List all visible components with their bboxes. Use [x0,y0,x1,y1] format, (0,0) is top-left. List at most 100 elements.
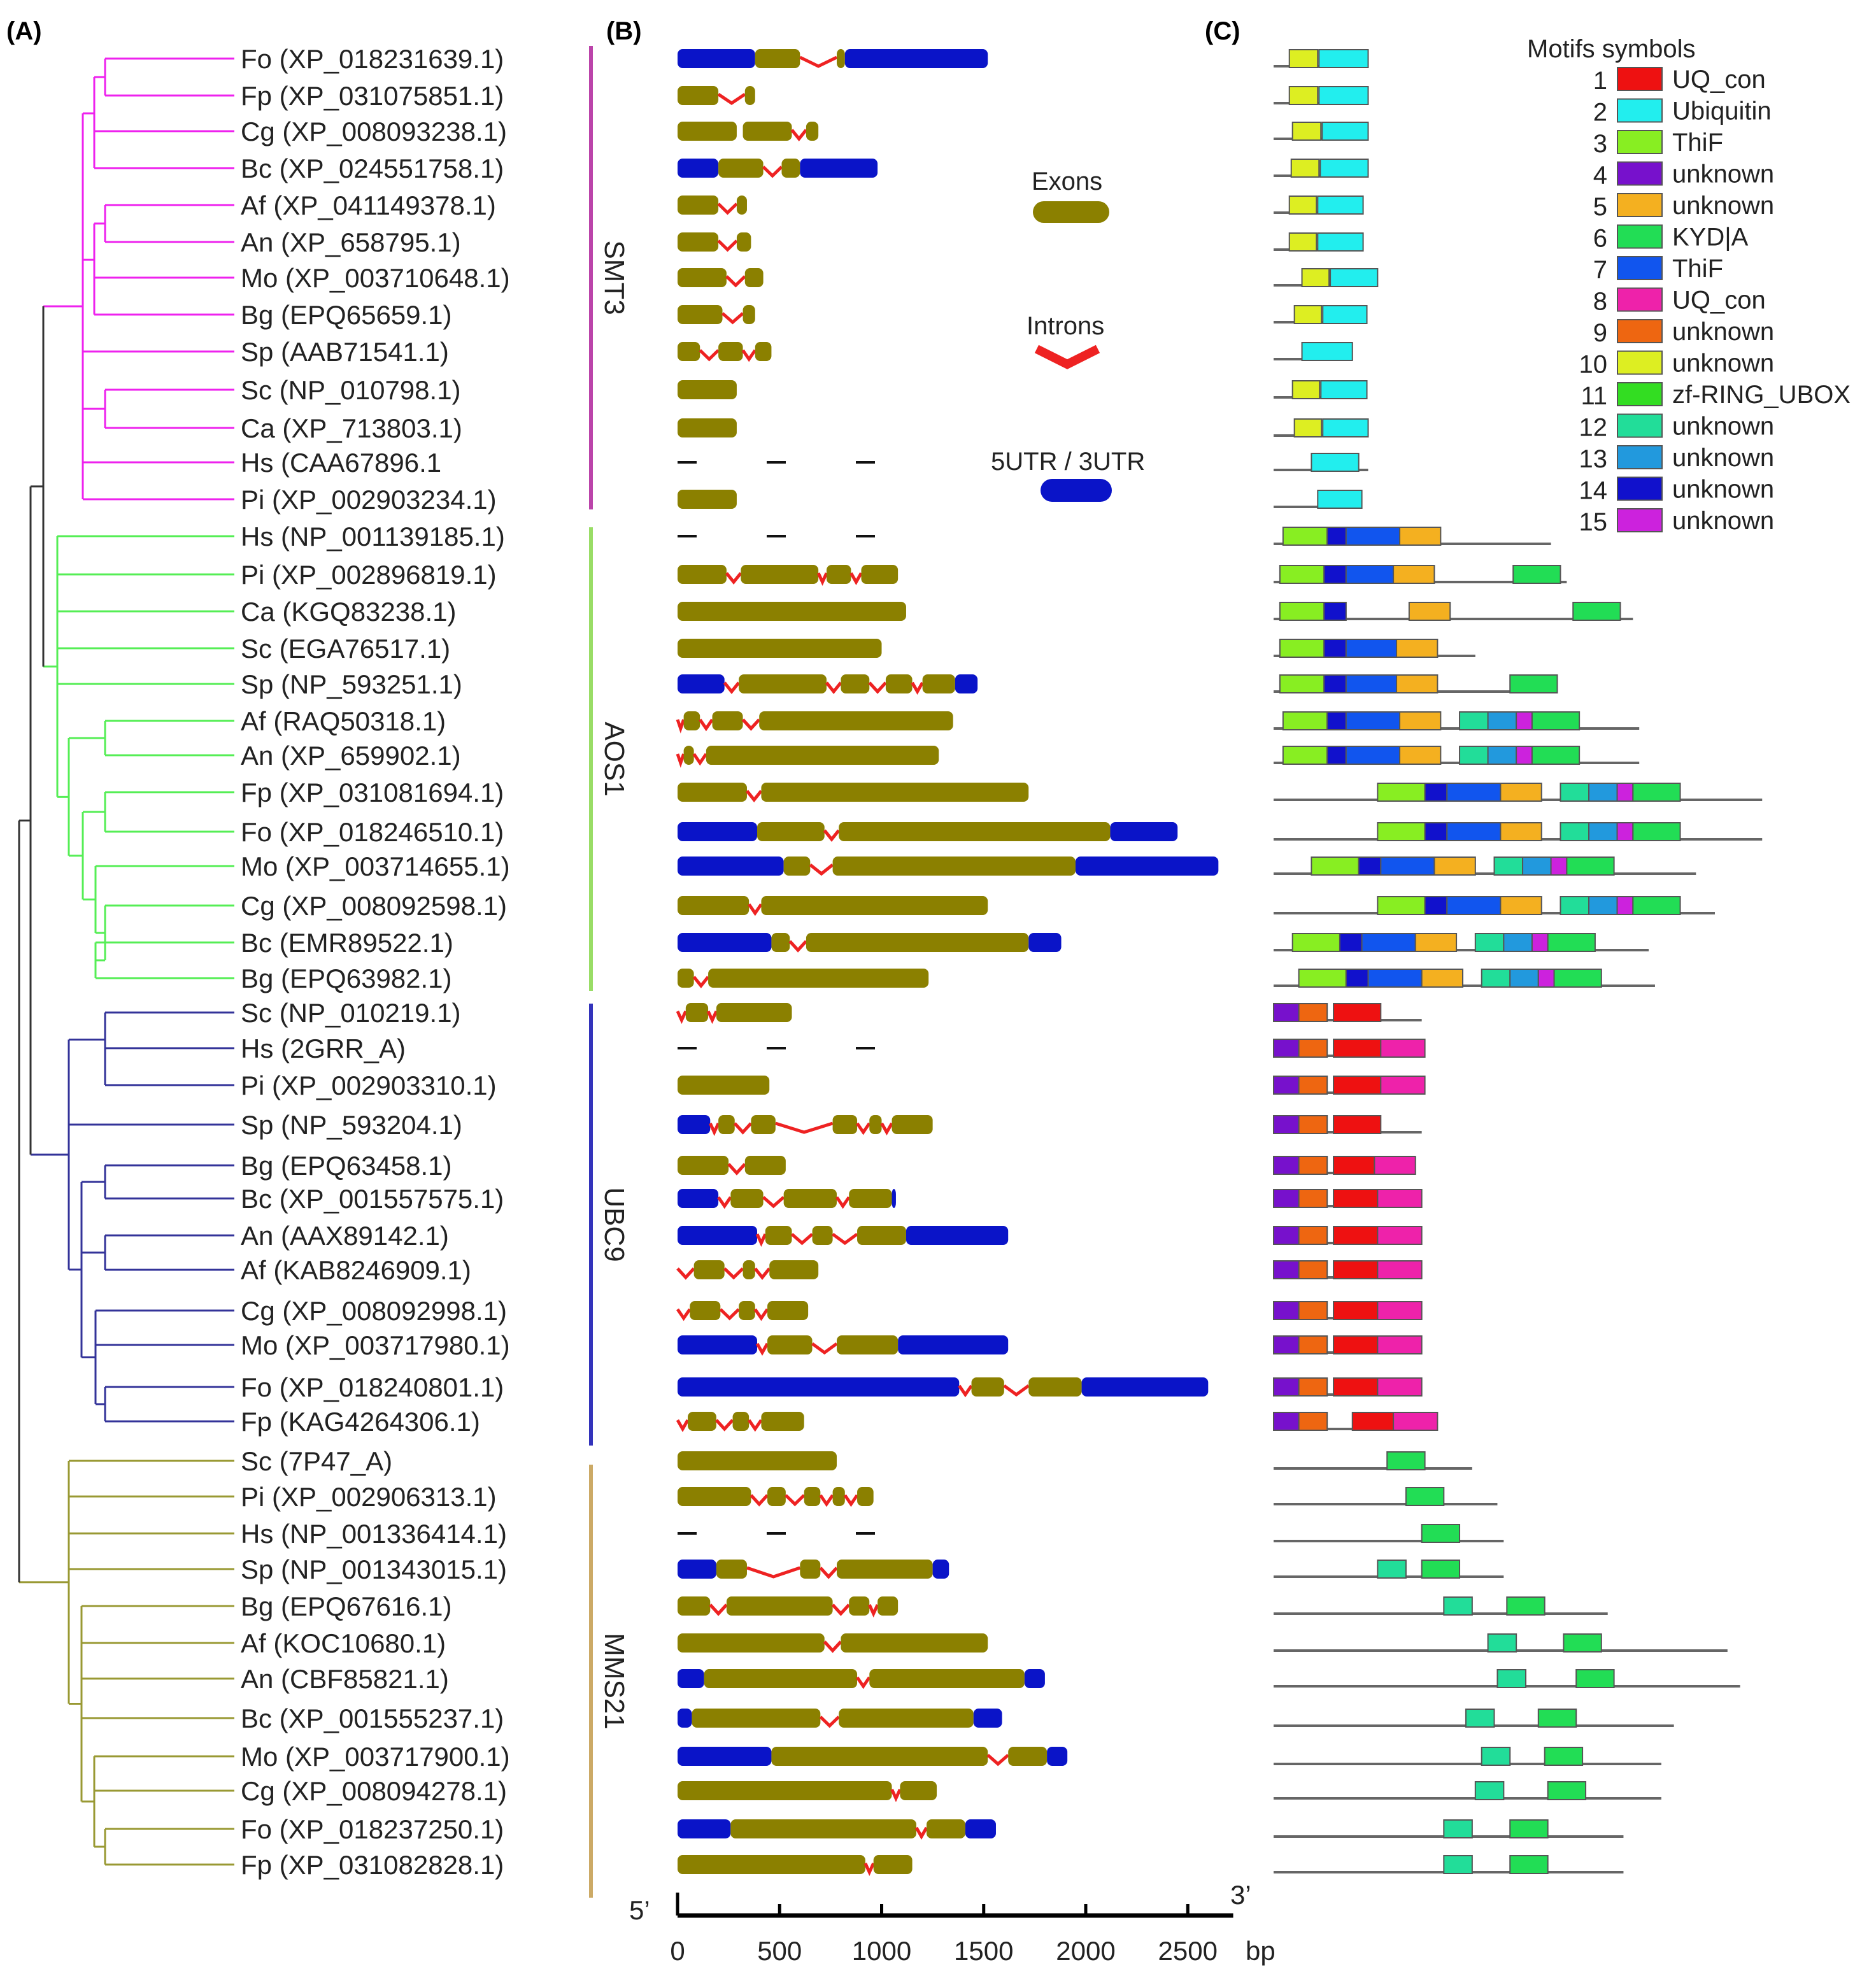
exon-segment [678,490,737,509]
gene-structure-row [678,565,899,586]
motif-7-box [1345,711,1401,730]
utr-segment [678,159,719,178]
intron-segment [676,1419,690,1433]
motif-legend-name: unknown [1672,192,1774,220]
three-prime-label: 3’ [1230,1880,1251,1910]
motif-10-box [1301,268,1330,287]
tree-leaf-label: Fp (XP_031081694.1) [241,778,504,807]
motif-6-box [1632,783,1681,802]
tree-leaf-label: Mo (XP_003714655.1) [241,851,510,881]
exon-segment [678,969,694,988]
motif-row [1274,380,1368,399]
utr-segment [678,933,772,952]
intron-segment [717,203,738,215]
utr-segment [678,1115,711,1134]
intron-segment [723,1267,744,1280]
motif-2-box [1321,122,1369,141]
gene-structure-row [678,1156,786,1176]
exon-segment [744,268,764,287]
motif-legend-swatch [1617,445,1663,469]
exon-segment [690,1301,721,1320]
intron-segment [831,1603,851,1616]
motif-9-box [1298,1412,1328,1431]
intron-segment [823,1640,842,1653]
utr-segment [678,674,725,693]
motif-row [1274,527,1551,546]
tree-leaf-label: Bc (EMR89522.1) [241,928,453,958]
utr-segment [678,1226,757,1245]
exon-segment [767,1335,813,1354]
motif-row [1274,602,1633,621]
motif-14-box [1424,783,1448,802]
motif-legend-name: zf-RING_UBOX [1672,381,1851,409]
exon-segment [678,1633,825,1653]
exon-segment [685,1003,709,1022]
motif-15-box [1616,822,1634,841]
exon-segment [839,822,1111,841]
utr-segment [1075,857,1219,876]
motif-6-box [1405,1487,1445,1506]
tree-leaf-label: Ca (KGQ83238.1) [241,597,457,627]
motif-15-box [1616,896,1634,915]
intron-segment [855,1122,871,1135]
motif-2-box [1322,305,1368,324]
gene-structure-row [678,1560,949,1579]
exon-segment [744,1156,786,1175]
exon-segment [922,674,955,693]
motif-4-box [1273,1076,1300,1095]
motif-6-box [1509,1819,1549,1838]
utr-legend-label: 5UTR / 3UTR [991,448,1145,476]
motif-1-box [1333,1260,1379,1279]
motif-legend-name: UQ_con [1672,287,1766,315]
motif-row [1274,1633,1728,1653]
motif-1-box [1333,1156,1375,1175]
motif-2-box [1318,86,1369,105]
motif-6-box [1547,933,1596,952]
motif-12-box [1560,896,1589,915]
intron-segment [799,55,838,68]
motif-row [1274,1747,1661,1766]
motif-10-box [1288,232,1318,252]
utr-segment [678,857,784,876]
motif-legend-swatch [1617,98,1663,123]
gene-structure-row [678,1377,1209,1398]
intron-segment [819,1567,838,1579]
axis-tick-label: 2000 [1056,1936,1115,1966]
intron-segment [755,1233,767,1247]
motif-legend-number: 12 [1579,414,1608,442]
motif-1-box [1333,1003,1382,1022]
gene-structure-row [678,602,906,621]
motif-row [1274,122,1369,141]
motif-9-box [1298,1039,1328,1058]
motif-5-box [1421,969,1463,988]
gene-structure-row [678,342,772,362]
intron-segment [825,681,842,694]
intron-segment [699,349,720,362]
exon-segment [678,232,719,252]
exon-segment [800,1560,821,1579]
exon-segment [771,933,790,952]
exon-segment [678,1781,892,1800]
motif-6-box [1632,896,1681,915]
exon-segment [678,1487,751,1506]
intron-segment [819,1716,840,1728]
intron-segment [741,349,757,362]
motif-legend-number: 2 [1593,99,1607,127]
five-prime-label: 5’ [629,1895,650,1925]
motif-row [1274,896,1715,915]
gene-structure-row [678,380,737,399]
intron-segment [725,572,743,585]
motif-14-box [1323,639,1347,658]
motif-1-box [1333,1076,1382,1095]
utr-segment [1110,822,1178,841]
exon-segment [836,1560,933,1579]
gene-structure-row [678,1189,896,1209]
motif-legend-number: 11 [1581,382,1607,410]
gene-structure-row [678,1633,988,1653]
gene-length-axis: 5’ 3’ bp 0 500 1000 1500 2000 2500 [629,1880,1276,1966]
gene-structure-row [678,1819,996,1840]
motif-3-box [1377,783,1426,802]
tree-leaf-label: Fp (XP_031082828.1) [241,1850,504,1880]
tree-leaf-label: Cg (XP_008092598.1) [241,891,507,921]
